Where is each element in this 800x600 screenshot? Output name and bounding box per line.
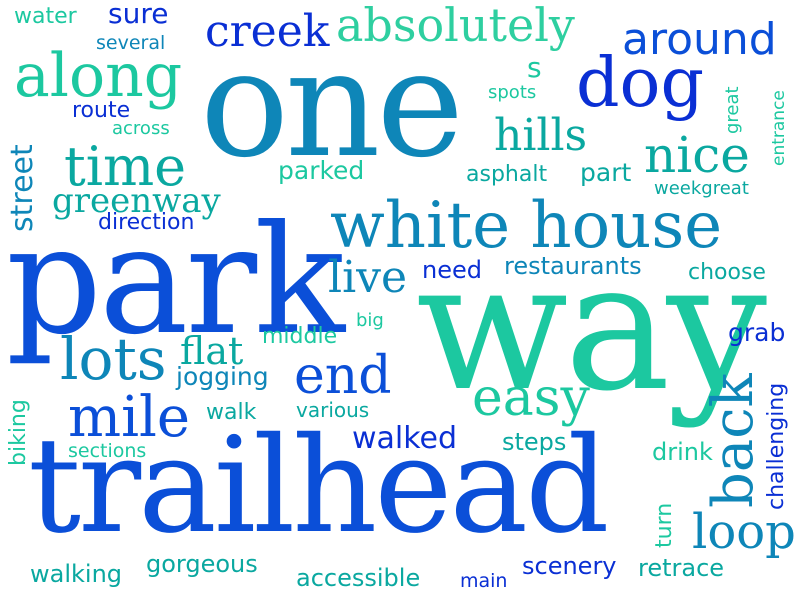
word-easy: easy — [472, 368, 590, 428]
word-walking: walking — [30, 560, 123, 588]
word-around: around — [622, 14, 777, 65]
word-scenery: scenery — [522, 552, 617, 580]
word-park: park — [6, 194, 345, 368]
word-choose: choose — [688, 260, 766, 285]
word-sure: sure — [108, 0, 169, 30]
word-end: end — [294, 346, 392, 406]
word-greenway: greenway — [52, 181, 221, 221]
word-dog: dog — [576, 44, 704, 123]
word-grab: grab — [728, 318, 786, 347]
word-nice: nice — [644, 126, 750, 184]
word-loop: loop — [692, 504, 796, 560]
word-restaurants: restaurants — [504, 252, 642, 280]
word-drink: drink — [652, 438, 713, 466]
word-asphalt: asphalt — [466, 162, 548, 187]
word-creek: creek — [205, 6, 330, 57]
word-gorgeous: gorgeous — [146, 550, 258, 578]
word-middle: middle — [262, 324, 338, 349]
word-lots: lots — [60, 325, 167, 393]
word-trailhead: trailhead — [28, 409, 610, 563]
word-water: water — [14, 4, 77, 29]
word-entrance: entrance — [769, 90, 789, 166]
word-back: back — [701, 373, 766, 508]
word-turn: turn — [652, 502, 677, 548]
word-parked: parked — [278, 156, 365, 185]
word-white-house: white house — [330, 189, 723, 263]
word-walked: walked — [352, 421, 458, 456]
word-across: across — [112, 118, 170, 139]
word-main: main — [460, 570, 508, 592]
word-hills: hills — [494, 110, 588, 161]
word-various: various — [296, 398, 370, 422]
word-one: one — [200, 18, 464, 190]
word-live: live — [328, 252, 408, 303]
word-weekgreat: weekgreat — [654, 178, 749, 199]
word-part: part — [580, 158, 632, 187]
word-absolutely: absolutely — [336, 0, 575, 52]
word-way: way — [416, 223, 767, 430]
word-steps: steps — [502, 428, 567, 456]
word-s: s — [527, 51, 542, 84]
word-sections: sections — [68, 440, 147, 462]
word-spots: spots — [488, 82, 537, 103]
word-walk: walk — [206, 400, 257, 425]
word-several: several — [96, 32, 166, 54]
word-accessible: accessible — [296, 564, 421, 592]
word-biking: biking — [6, 399, 31, 466]
word-time: time — [64, 135, 187, 198]
word-need: need — [422, 256, 482, 284]
word-challenging: challenging — [764, 382, 789, 510]
word-direction: direction — [98, 210, 195, 235]
word-along: along — [14, 41, 183, 111]
word-flat: flat — [180, 329, 244, 373]
word-jogging: jogging — [176, 362, 269, 391]
word-big: big — [356, 310, 384, 331]
word-retrace: retrace — [638, 554, 725, 582]
word-mile: mile — [68, 385, 191, 450]
word-route: route — [72, 98, 131, 123]
